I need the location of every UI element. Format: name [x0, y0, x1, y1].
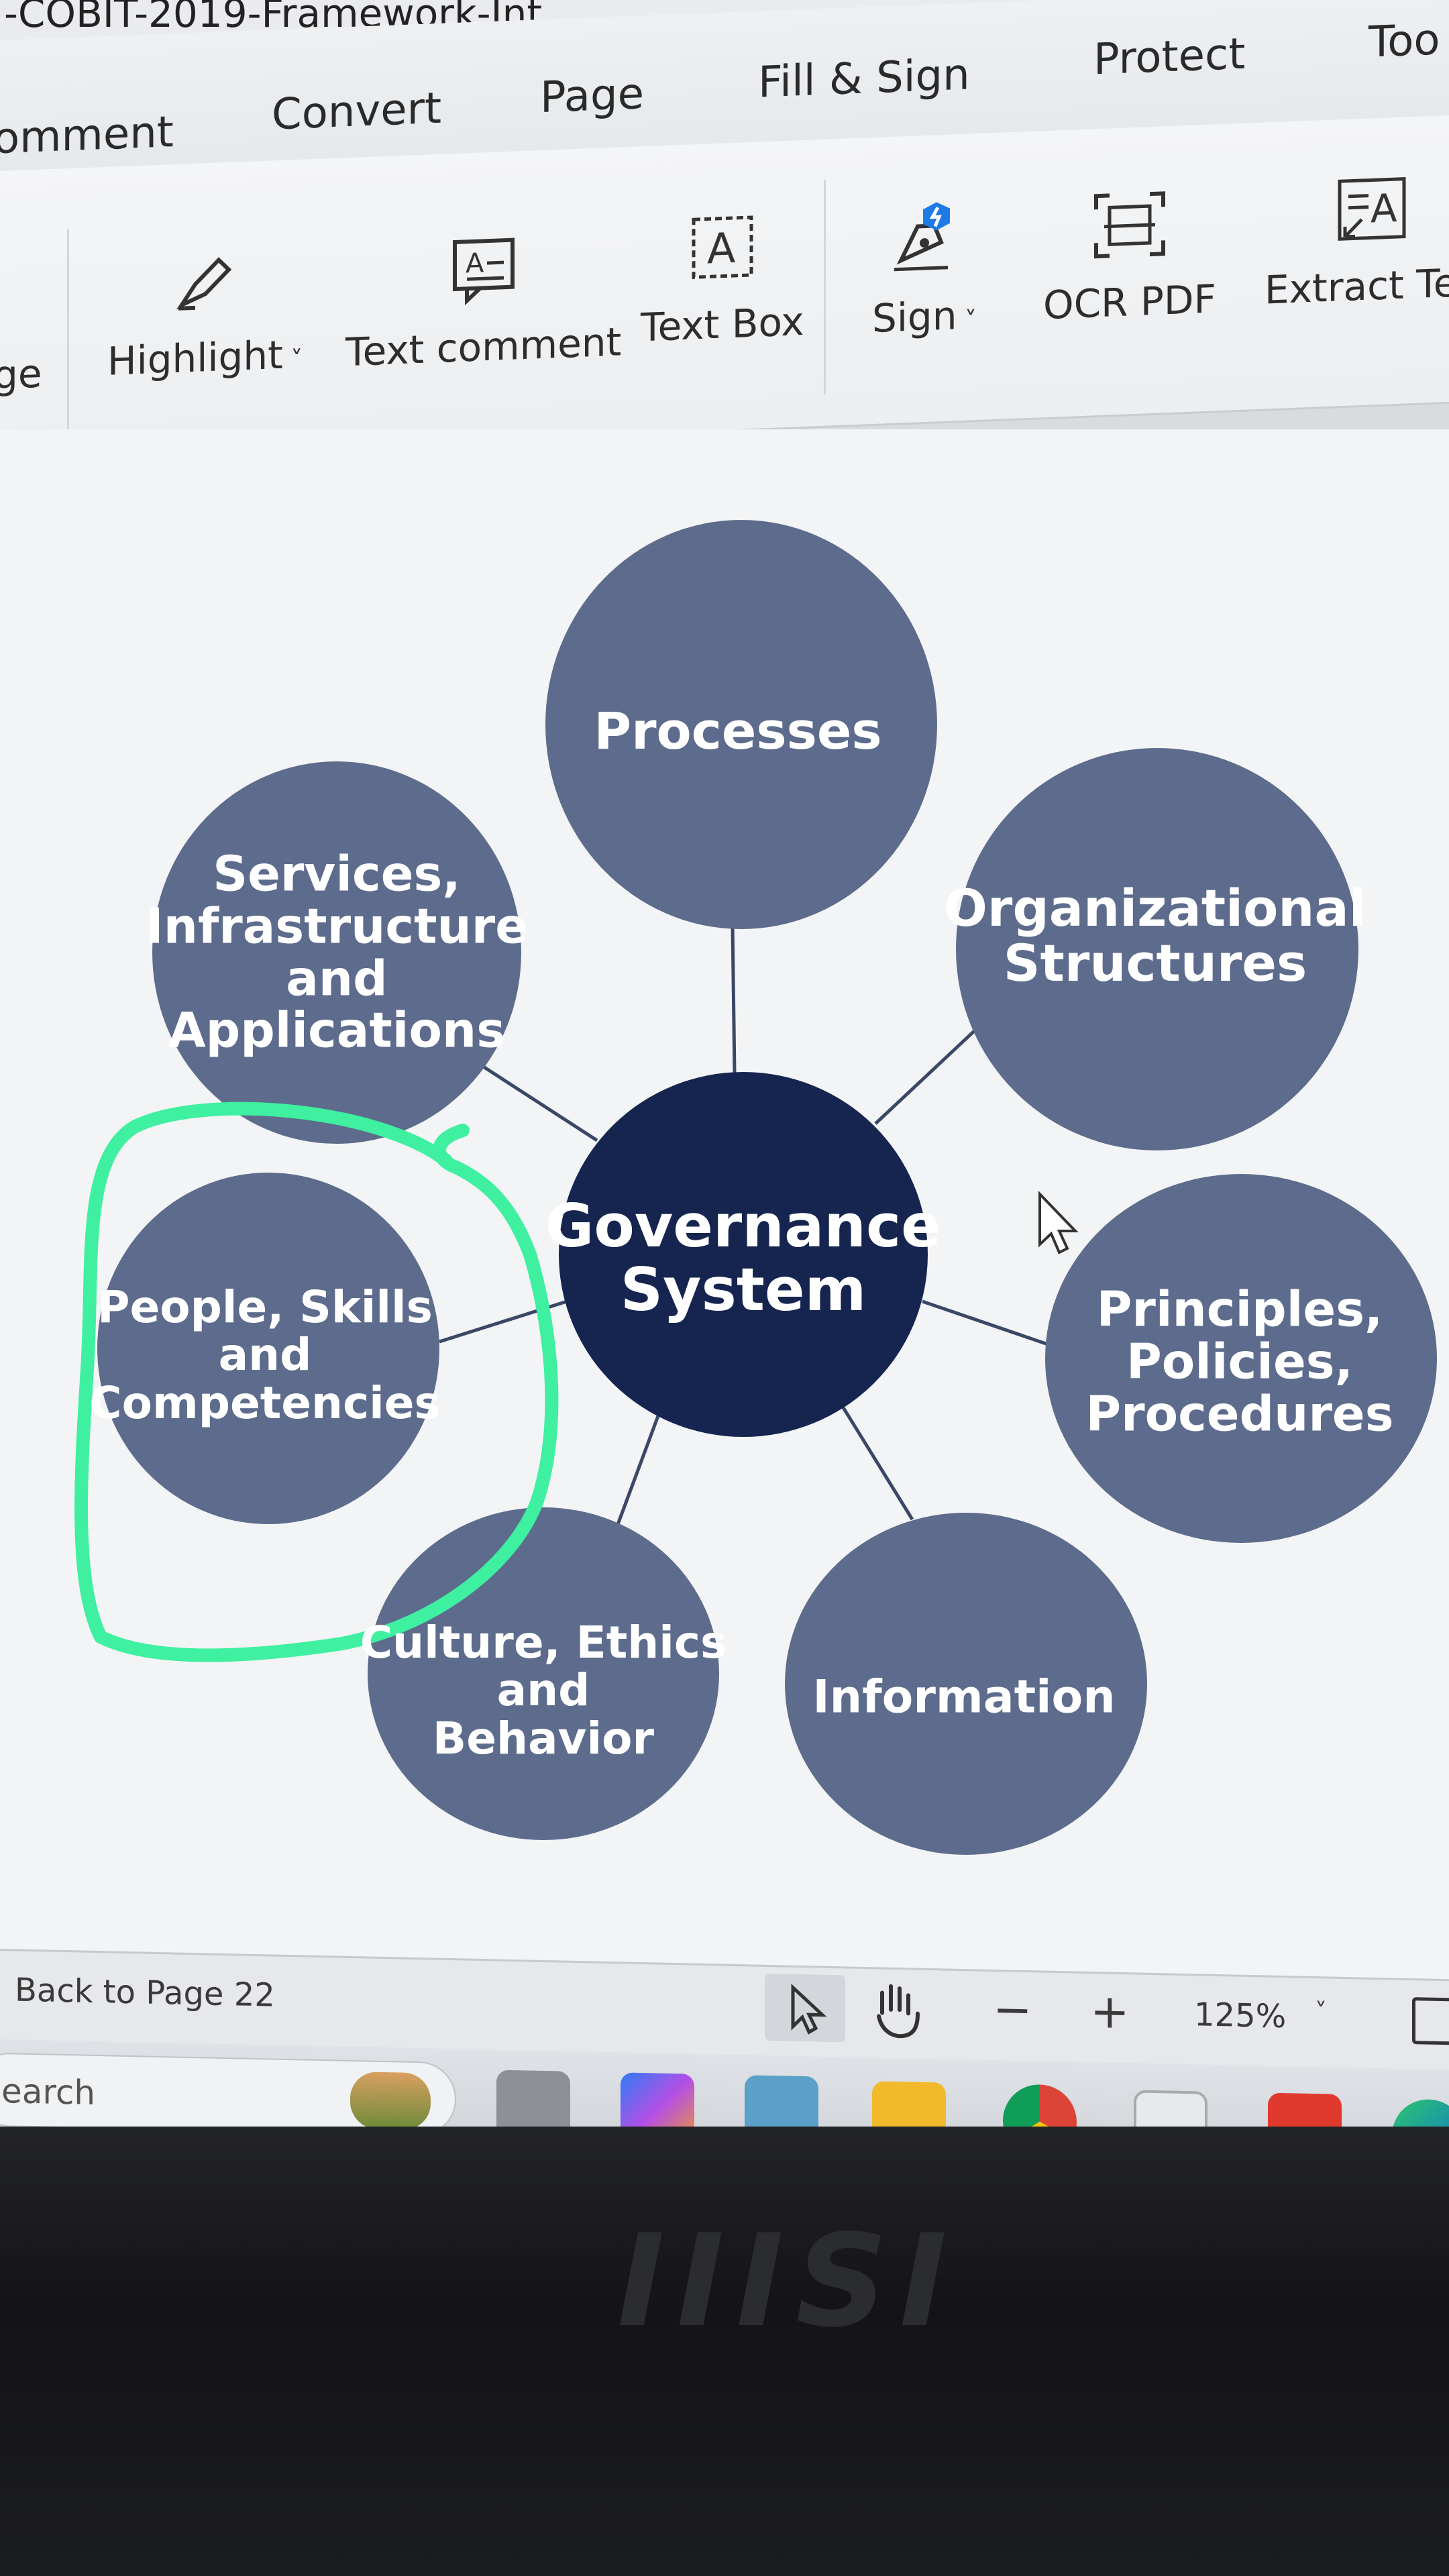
toolbar-separator	[67, 229, 69, 444]
node-label-governance-system: Governance System	[545, 1191, 941, 1324]
menu-fill-sign[interactable]: Fill & Sign	[758, 50, 970, 108]
back-to-page-link[interactable]: Back to Page 22	[15, 1971, 275, 2015]
page-tool-label: ge	[0, 350, 42, 398]
connector-principles	[922, 1299, 1051, 1347]
sign-pen-icon	[894, 202, 950, 272]
toolbar-separator	[824, 179, 826, 394]
sign-button[interactable]: Sign ˅	[872, 194, 977, 341]
ocr-icon	[1093, 191, 1165, 259]
node-label-organizational-structures: Organizational Structures	[944, 877, 1366, 993]
menu-protect[interactable]: Protect	[1093, 29, 1246, 85]
laptop-bezel	[0, 2127, 1449, 2576]
highlight-button[interactable]: Highlight ˅	[107, 240, 303, 384]
node-processes	[545, 520, 937, 929]
cursor-arrow-icon	[791, 1984, 827, 2035]
menu-tools[interactable]: Too	[1368, 15, 1440, 68]
text-comment-label: Text comment	[345, 319, 622, 376]
node-label-people-skills-competencies: People, Skills and Competencies	[89, 1281, 441, 1429]
node-label-information: Information	[812, 1670, 1116, 1724]
node-principles-policies-procedures	[1045, 1174, 1437, 1543]
svg-text:A: A	[1371, 185, 1397, 232]
text-box-button[interactable]: A Text Box	[641, 207, 804, 350]
connector-services	[472, 1058, 598, 1142]
zoom-level-select[interactable]: 125%	[1194, 1996, 1287, 2036]
chevron-down-icon: ˅	[282, 345, 303, 374]
mouse-cursor-icon	[1038, 1191, 1079, 1254]
extract-text-button[interactable]: A Extract Tex	[1265, 168, 1449, 313]
text-comment-button[interactable]: A Text comment	[345, 227, 621, 375]
hand-drawn-highlight-circle	[74, 1102, 559, 1662]
hand-pan-icon	[877, 1984, 920, 2039]
chevron-down-icon: ˅	[957, 307, 977, 335]
node-label-culture-ethics-behavior: Culture, Ethics and Behavior	[360, 1617, 727, 1764]
search-placeholder: earch	[1, 2072, 96, 2112]
governance-system-diagram	[74, 520, 1437, 1855]
document-page[interactable]: Processes Organizational Structures Prin…	[0, 429, 1449, 1992]
taskbar-search-box[interactable]: earch	[0, 2052, 456, 2137]
connector-culture	[615, 1408, 663, 1527]
select-tool-button[interactable]	[765, 1973, 845, 2043]
diagram-nodes	[97, 520, 1437, 1855]
ocr-pdf-label: OCR PDF	[1043, 276, 1216, 329]
text-comment-icon: A	[452, 237, 515, 306]
extract-text-label: Extract Tex	[1265, 259, 1449, 313]
toolbar-ribbon: ge Highlight ˅ A Text comment A	[0, 115, 1449, 460]
node-services-infrastructure-applications	[152, 761, 521, 1144]
node-organizational-structures	[956, 748, 1358, 1150]
page-layout-icon[interactable]	[1412, 1997, 1449, 2045]
zoom-in-button[interactable]: +	[1090, 1984, 1130, 2040]
text-box-label: Text Box	[641, 298, 804, 351]
menu-page[interactable]: Page	[540, 69, 644, 123]
node-label-processes: Processes	[594, 700, 882, 761]
node-label-services-infrastructure-applications: Services, Infrastructure and Application…	[145, 845, 529, 1059]
hand-tool-button[interactable]	[859, 1976, 932, 2044]
node-governance-system	[559, 1072, 928, 1437]
svg-text:A: A	[707, 223, 735, 274]
sign-label: Sign	[872, 292, 957, 342]
menu-convert[interactable]: Convert	[272, 83, 442, 140]
svg-text:A: A	[466, 248, 484, 279]
node-people-skills-competencies	[97, 1173, 439, 1524]
chevron-down-icon[interactable]: ˅	[1315, 1998, 1327, 2027]
page-tool-button[interactable]: ge	[0, 351, 42, 398]
extract-text-icon: A	[1338, 176, 1406, 241]
highlight-label: Highlight	[107, 331, 283, 384]
node-label-principles-policies-procedures: Principles, Policies, Procedures	[1085, 1281, 1394, 1442]
search-highlight-image	[350, 2071, 431, 2131]
ocr-pdf-button[interactable]: OCR PDF	[1043, 184, 1216, 328]
connector-processes	[731, 925, 737, 1074]
menu-comment[interactable]: omment	[0, 107, 174, 164]
text-box-icon: A	[692, 215, 753, 279]
connector-organizational-structures	[874, 1022, 984, 1125]
zoom-out-button[interactable]: −	[993, 1982, 1032, 2038]
connector-information	[840, 1404, 914, 1521]
laptop-brand-logo: IIISI	[617, 2207, 959, 2355]
node-information	[785, 1513, 1147, 1855]
status-bar: Back to Page 22 − + 125% ˅	[0, 1949, 1449, 2080]
highlighter-icon	[176, 257, 231, 311]
